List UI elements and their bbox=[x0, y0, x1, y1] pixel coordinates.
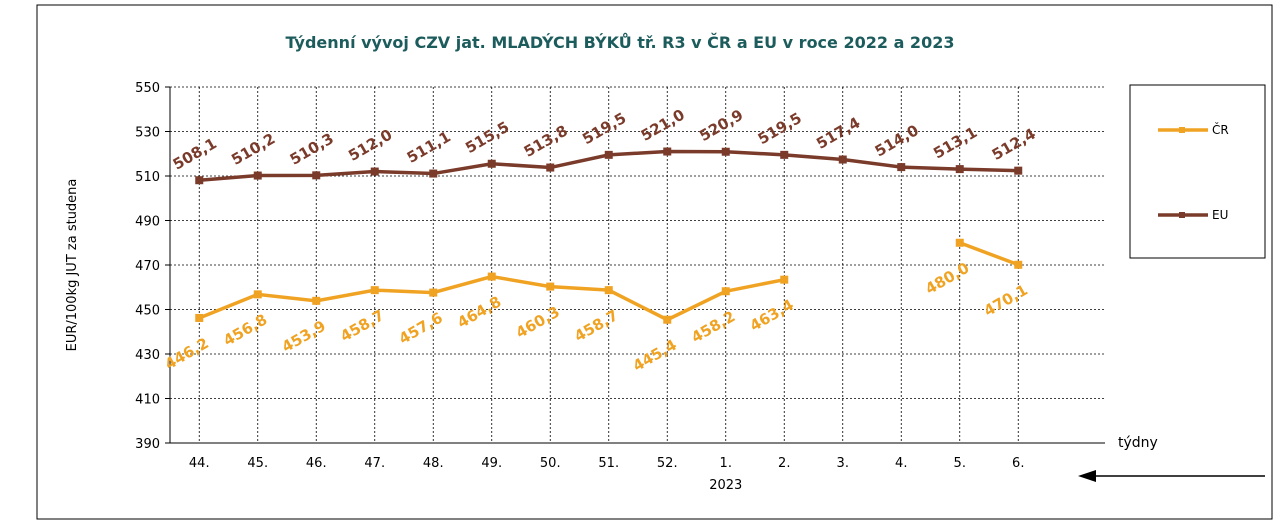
x-tick-label: 4. bbox=[895, 456, 907, 471]
point bbox=[429, 169, 438, 178]
x-tick-label: 5. bbox=[954, 456, 966, 471]
point bbox=[604, 286, 613, 295]
point bbox=[663, 147, 672, 156]
legend-label: EU bbox=[1212, 208, 1228, 222]
data-label: 458,7 bbox=[571, 306, 621, 345]
y-tick-label: 530 bbox=[135, 126, 160, 141]
x-tick-label: 3. bbox=[837, 456, 849, 471]
data-label: 460,3 bbox=[513, 303, 563, 342]
point bbox=[253, 171, 262, 180]
point bbox=[195, 313, 204, 322]
point bbox=[663, 315, 672, 324]
data-label: 463,4 bbox=[747, 296, 797, 335]
x-tick-label: 45. bbox=[247, 456, 268, 471]
data-label: 458,7 bbox=[337, 306, 387, 345]
y-tick-label: 510 bbox=[135, 170, 160, 185]
y-tick-label: 430 bbox=[135, 348, 160, 363]
data-label: 456,8 bbox=[220, 310, 270, 349]
point bbox=[546, 282, 555, 291]
data-label: 470,1 bbox=[981, 281, 1031, 320]
point bbox=[780, 275, 789, 284]
data-label: 457,6 bbox=[396, 309, 446, 348]
point bbox=[1014, 260, 1023, 269]
x-tick-label: 50. bbox=[540, 456, 561, 471]
point bbox=[955, 238, 964, 247]
point bbox=[838, 155, 847, 164]
chart-title: Týdenní vývoj CZV jat. MLADÝCH BÝKŮ tř. … bbox=[286, 33, 955, 52]
legend-box bbox=[1129, 84, 1266, 259]
point bbox=[721, 147, 730, 156]
point bbox=[195, 176, 204, 185]
x-annotation: 2023 bbox=[709, 478, 742, 493]
y-tick-label: 490 bbox=[135, 215, 160, 230]
x-tick-label: 46. bbox=[306, 456, 327, 471]
data-label: 458,2 bbox=[688, 307, 738, 346]
point bbox=[429, 288, 438, 297]
data-label: 515,5 bbox=[462, 118, 512, 157]
x-tick-label: 49. bbox=[481, 456, 502, 471]
point bbox=[312, 296, 321, 305]
point bbox=[955, 165, 964, 174]
point bbox=[487, 159, 496, 168]
x-tick-label: 44. bbox=[189, 456, 210, 471]
data-label: 514,0 bbox=[872, 121, 922, 160]
point bbox=[546, 163, 555, 172]
data-label: 510,2 bbox=[228, 130, 278, 169]
data-label: 517,4 bbox=[813, 114, 863, 153]
legend-marker bbox=[1179, 127, 1185, 133]
arrow-head bbox=[1078, 470, 1096, 482]
y-tick-label: 470 bbox=[135, 259, 160, 274]
data-label: 520,9 bbox=[696, 106, 746, 145]
data-label: 512,4 bbox=[989, 125, 1039, 164]
data-label: 519,5 bbox=[755, 109, 805, 148]
frame bbox=[36, 4, 1273, 520]
point bbox=[312, 171, 321, 180]
data-label: 513,8 bbox=[521, 122, 571, 161]
y-axis-label: EUR/100kg JUT za studena bbox=[65, 179, 80, 352]
y-tick-label: 550 bbox=[135, 81, 160, 96]
data-label: 445,4 bbox=[630, 336, 680, 375]
x-tick-label: 2. bbox=[778, 456, 790, 471]
point bbox=[897, 163, 906, 172]
x-tick-label: 6. bbox=[1012, 456, 1024, 471]
data-label: 453,9 bbox=[279, 317, 329, 356]
data-label: 521,0 bbox=[638, 106, 688, 145]
point bbox=[370, 286, 379, 295]
point bbox=[604, 150, 613, 159]
x-tick-label: 52. bbox=[657, 456, 678, 471]
data-label: 446,2 bbox=[162, 334, 212, 373]
point bbox=[253, 290, 262, 299]
x-tick-label: 51. bbox=[598, 456, 619, 471]
legend-label: ČR bbox=[1212, 122, 1229, 137]
point bbox=[721, 287, 730, 296]
data-label: 513,1 bbox=[930, 123, 980, 162]
point bbox=[1014, 166, 1023, 175]
data-label: 464,8 bbox=[454, 293, 504, 332]
point bbox=[780, 150, 789, 159]
data-label: 511,1 bbox=[404, 128, 454, 167]
point bbox=[370, 167, 379, 176]
y-tick-label: 410 bbox=[135, 393, 160, 408]
x-tick-label: 1. bbox=[720, 456, 732, 471]
data-label: 510,3 bbox=[287, 129, 337, 168]
data-label: 508,1 bbox=[170, 134, 220, 173]
x-axis-label: týdny bbox=[1118, 435, 1158, 451]
legend-marker bbox=[1179, 212, 1185, 218]
point bbox=[487, 272, 496, 281]
x-tick-label: 48. bbox=[423, 456, 444, 471]
y-tick-label: 450 bbox=[135, 304, 160, 319]
x-tick-label: 47. bbox=[364, 456, 385, 471]
data-label: 519,5 bbox=[579, 109, 629, 148]
y-tick-label: 390 bbox=[135, 437, 160, 452]
